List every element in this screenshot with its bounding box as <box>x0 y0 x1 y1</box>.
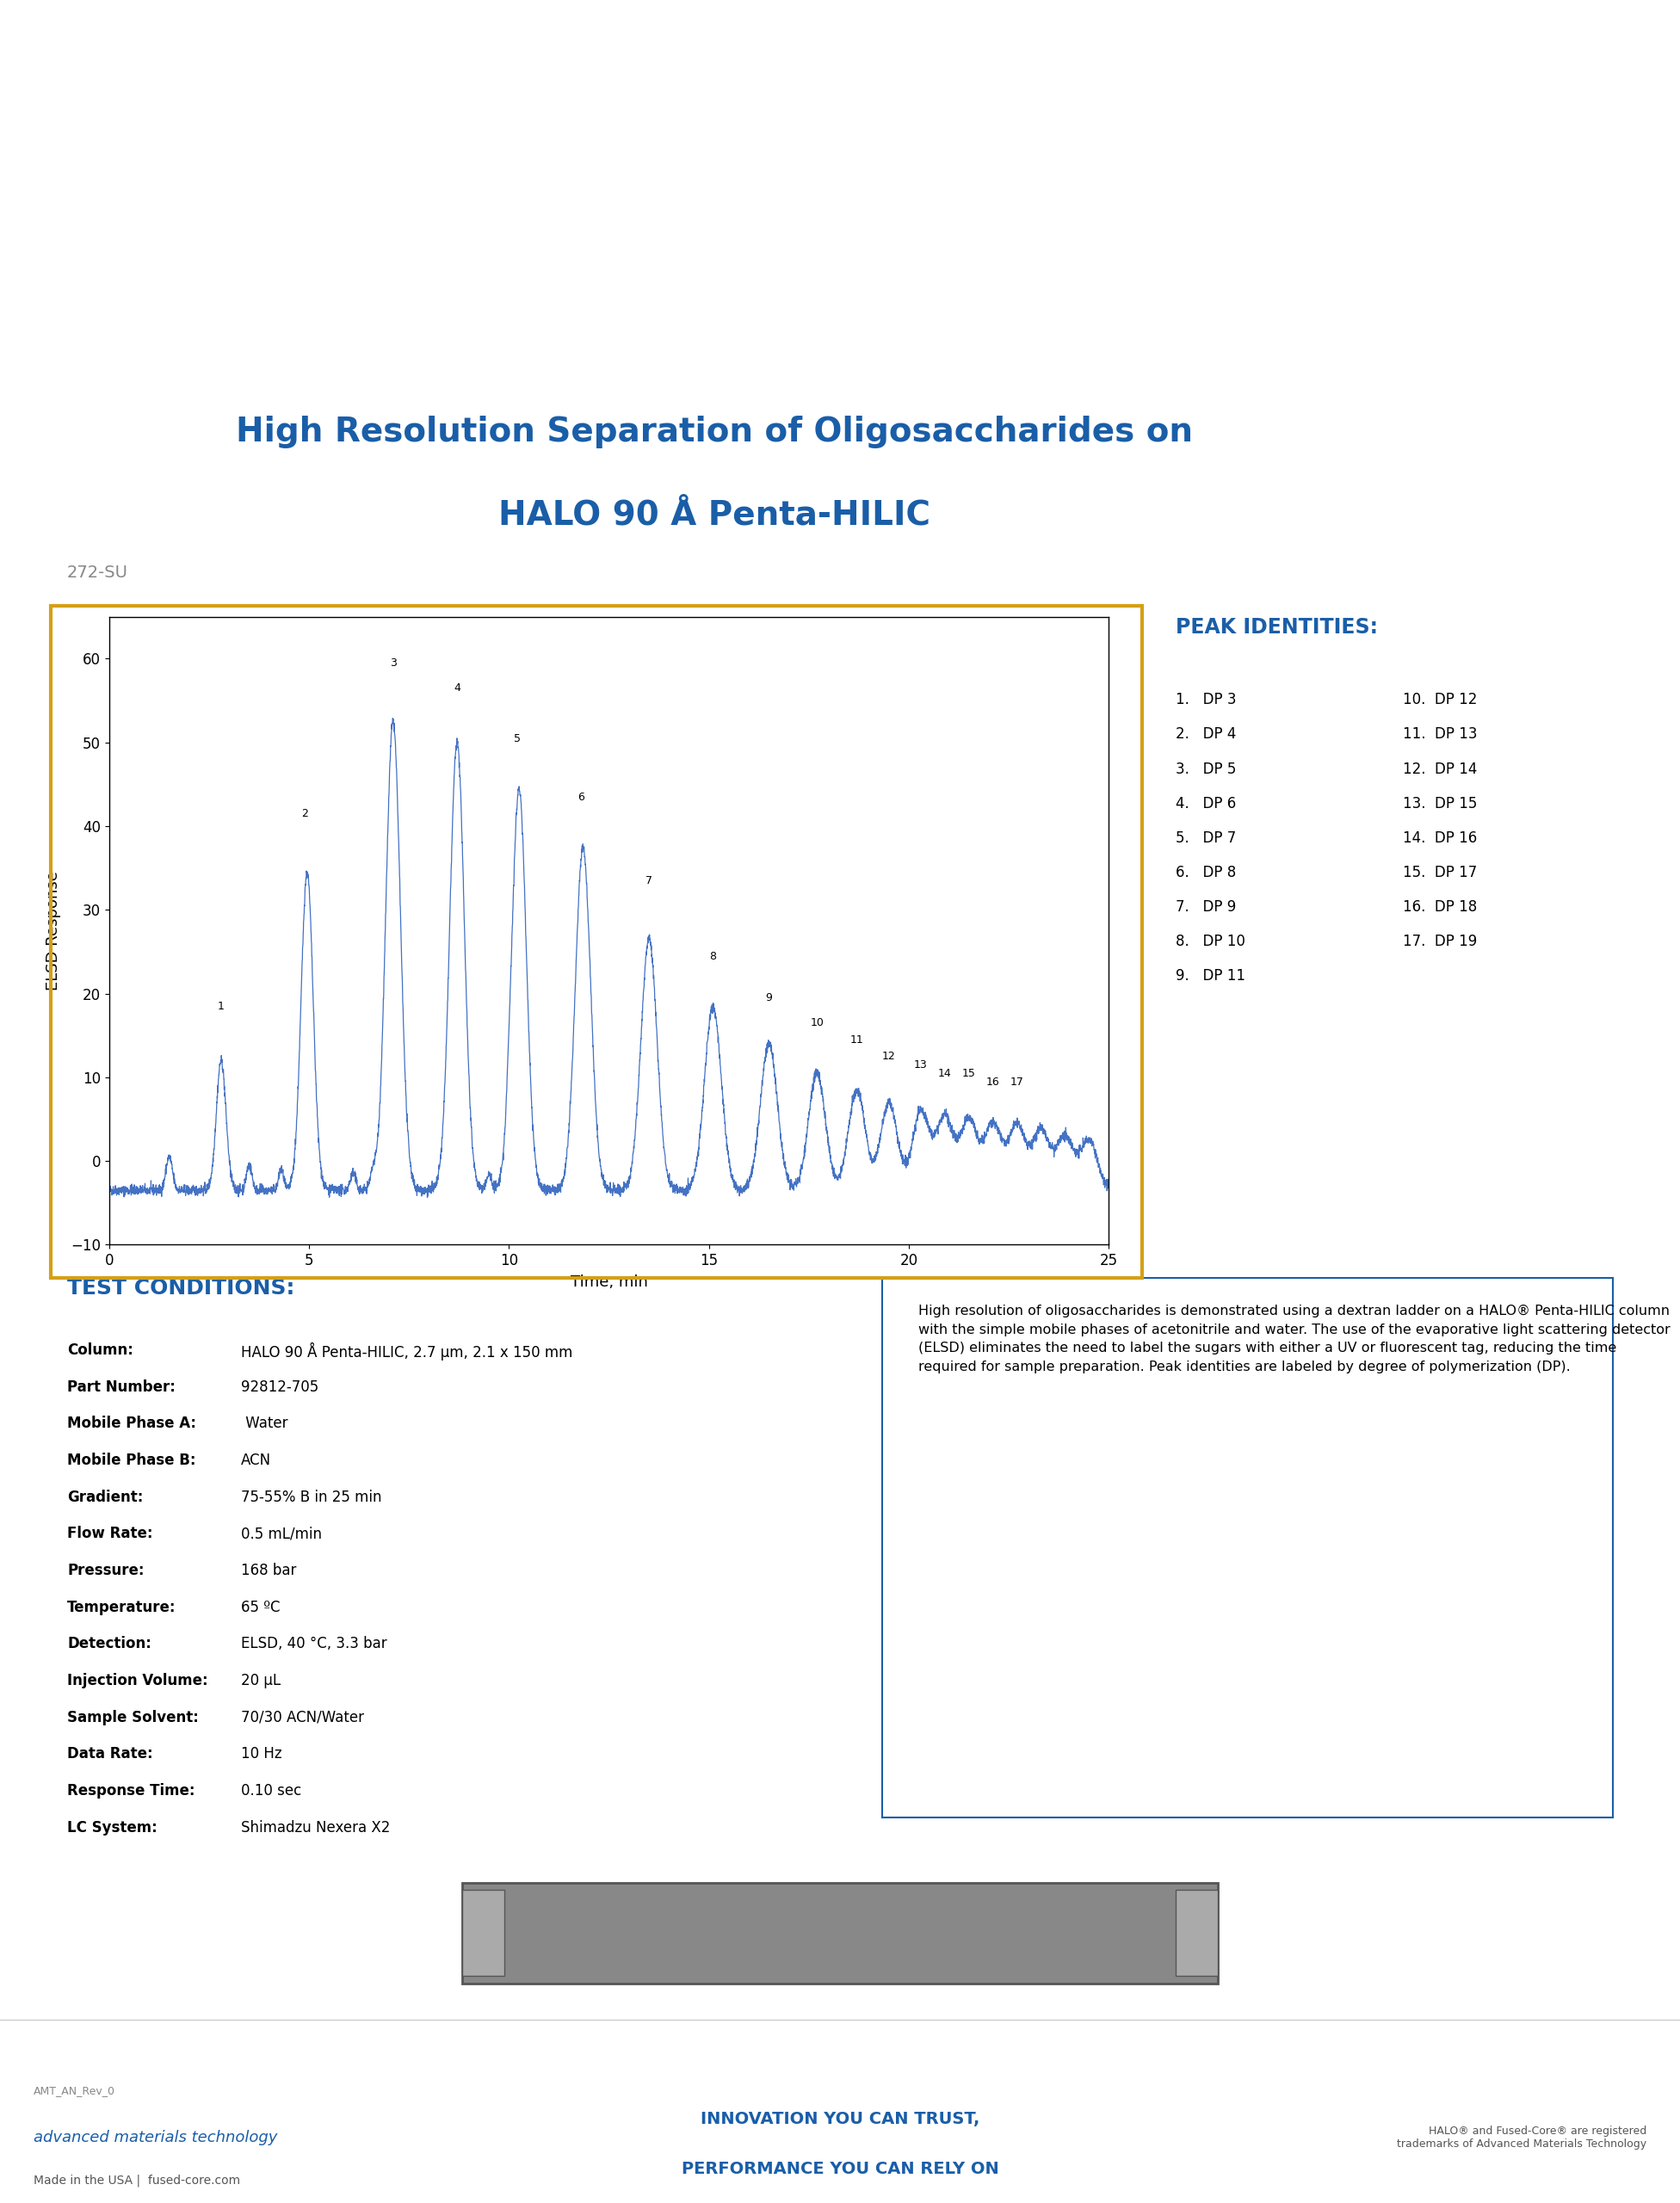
Text: 10 Hz: 10 Hz <box>240 1747 282 1762</box>
Text: 16.  DP 18: 16. DP 18 <box>1403 899 1477 914</box>
Bar <box>462 1884 1218 1983</box>
Text: 1.   DP 3: 1. DP 3 <box>1176 692 1236 707</box>
Text: HALO 90 Å Penta-HILIC: HALO 90 Å Penta-HILIC <box>497 498 931 531</box>
Text: 11: 11 <box>850 1033 864 1046</box>
Text: Mobile Phase A:: Mobile Phase A: <box>67 1417 197 1432</box>
Text: 272-SU: 272-SU <box>67 564 128 582</box>
Text: HALO.: HALO. <box>701 82 979 161</box>
Text: 11.  DP 13: 11. DP 13 <box>1403 727 1477 742</box>
Text: Column:: Column: <box>67 1342 133 1357</box>
Text: PERFORMANCE YOU CAN RELY ON: PERFORMANCE YOU CAN RELY ON <box>682 2161 998 2177</box>
Text: HalO: HalO <box>721 82 959 161</box>
Bar <box>1176 1890 1218 1976</box>
Text: 13: 13 <box>914 1060 927 1071</box>
Bar <box>462 1890 504 1976</box>
Text: 0.5 mL/min: 0.5 mL/min <box>240 1527 323 1542</box>
Text: 9.   DP 11: 9. DP 11 <box>1176 969 1245 985</box>
Text: 5.   DP 7: 5. DP 7 <box>1176 831 1236 846</box>
Text: 168 bar: 168 bar <box>240 1562 296 1577</box>
Text: Made in the USA |  fused-core.com: Made in the USA | fused-core.com <box>34 2174 240 2188</box>
Text: 4.   DP 6: 4. DP 6 <box>1176 795 1236 811</box>
Text: Shimadzu Nexera X2: Shimadzu Nexera X2 <box>240 1820 390 1835</box>
Text: 8.   DP 10: 8. DP 10 <box>1176 934 1245 949</box>
Text: 16: 16 <box>986 1075 1000 1088</box>
Text: 12.  DP 14: 12. DP 14 <box>1403 762 1477 778</box>
Text: 13.  DP 15: 13. DP 15 <box>1403 795 1477 811</box>
Text: HALO® and Fused-Core® are registered
trademarks of Advanced Materials Technology: HALO® and Fused-Core® are registered tra… <box>1396 2126 1646 2150</box>
Text: Gradient:: Gradient: <box>67 1489 143 1505</box>
Text: 7: 7 <box>645 875 652 886</box>
Text: Pressure:: Pressure: <box>67 1562 144 1577</box>
Text: 17.  DP 19: 17. DP 19 <box>1403 934 1477 949</box>
Text: FOOD / BEVERAGE: FOOD / BEVERAGE <box>706 324 974 348</box>
Text: 65 ºC: 65 ºC <box>240 1599 281 1615</box>
Text: HALO 90 Å Penta-HILIC, 2.7 μm, 2.1 x 150 mm: HALO 90 Å Penta-HILIC, 2.7 μm, 2.1 x 150… <box>240 1342 573 1361</box>
Text: 17: 17 <box>1010 1075 1023 1088</box>
Text: 4: 4 <box>454 683 460 694</box>
Text: 14.  DP 16: 14. DP 16 <box>1403 831 1477 846</box>
Text: Data Rate:: Data Rate: <box>67 1747 153 1762</box>
Text: TEST CONDITIONS:: TEST CONDITIONS: <box>67 1278 294 1298</box>
Text: 3: 3 <box>390 656 396 670</box>
Text: 3.   DP 5: 3. DP 5 <box>1176 762 1236 778</box>
Text: LC System:: LC System: <box>67 1820 158 1835</box>
Text: 70/30 ACN/Water: 70/30 ACN/Water <box>240 1710 365 1725</box>
Text: High resolution of oligosaccharides is demonstrated using a dextran ladder on a : High resolution of oligosaccharides is d… <box>919 1304 1670 1372</box>
Text: ELSD, 40 °C, 3.3 bar: ELSD, 40 °C, 3.3 bar <box>240 1637 386 1652</box>
Text: 2: 2 <box>302 809 309 820</box>
Text: AMT_AN_Rev_0: AMT_AN_Rev_0 <box>34 2084 116 2097</box>
Text: Sample Solvent:: Sample Solvent: <box>67 1710 198 1725</box>
Text: Injection Volume:: Injection Volume: <box>67 1672 208 1687</box>
Text: 15.  DP 17: 15. DP 17 <box>1403 866 1477 881</box>
Text: Mobile Phase B:: Mobile Phase B: <box>67 1452 197 1467</box>
Text: 0.10 sec: 0.10 sec <box>240 1782 301 1798</box>
Text: 5: 5 <box>514 734 521 745</box>
Text: 15: 15 <box>963 1068 976 1079</box>
Text: ACN: ACN <box>240 1452 270 1467</box>
X-axis label: Time, min: Time, min <box>570 1276 648 1291</box>
Text: Flow Rate:: Flow Rate: <box>67 1527 153 1542</box>
Y-axis label: ELSD Response: ELSD Response <box>45 870 60 991</box>
Text: 10.  DP 12: 10. DP 12 <box>1403 692 1477 707</box>
Text: 10: 10 <box>810 1018 823 1029</box>
Text: 75-55% B in 25 min: 75-55% B in 25 min <box>240 1489 381 1505</box>
Text: 12: 12 <box>882 1051 895 1062</box>
Text: High Resolution Separation of Oligosaccharides on: High Resolution Separation of Oligosacch… <box>235 416 1193 449</box>
Text: INNOVATION YOU CAN TRUST,: INNOVATION YOU CAN TRUST, <box>701 2110 979 2126</box>
Text: 6.   DP 8: 6. DP 8 <box>1176 866 1236 881</box>
Text: 1: 1 <box>218 1000 225 1011</box>
Text: 7.   DP 9: 7. DP 9 <box>1176 899 1236 914</box>
Text: 92812-705: 92812-705 <box>240 1379 319 1394</box>
Text: PEAK IDENTITIES:: PEAK IDENTITIES: <box>1176 617 1378 637</box>
Text: advanced materials technology: advanced materials technology <box>34 2130 277 2146</box>
Text: 9: 9 <box>766 991 773 1005</box>
Text: 8: 8 <box>709 949 716 963</box>
Text: Temperature:: Temperature: <box>67 1599 176 1615</box>
Text: Detection:: Detection: <box>67 1637 151 1652</box>
Text: 6: 6 <box>578 791 585 802</box>
Text: 2.   DP 4: 2. DP 4 <box>1176 727 1236 742</box>
Text: Part Number:: Part Number: <box>67 1379 175 1394</box>
Text: Response Time:: Response Time: <box>67 1782 195 1798</box>
Text: Water: Water <box>240 1417 287 1432</box>
Text: 14: 14 <box>937 1068 951 1079</box>
Text: 20 μL: 20 μL <box>240 1672 281 1687</box>
